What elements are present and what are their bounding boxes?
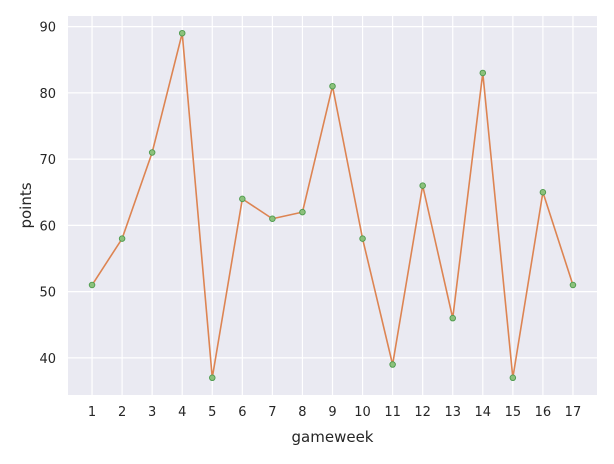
data-point	[299, 208, 306, 216]
x-axis-label: gameweek	[292, 428, 374, 446]
x-tick-label: 4	[178, 405, 186, 420]
y-tick-label: 70	[39, 153, 56, 168]
x-tick-label: 12	[414, 405, 431, 420]
data-point	[209, 374, 216, 382]
x-tick-label: 2	[118, 405, 126, 420]
data-point	[178, 29, 186, 37]
data-point	[239, 195, 246, 203]
data-point	[479, 69, 487, 77]
x-tick-label: 16	[535, 405, 552, 420]
grid-lines	[68, 16, 597, 395]
data-points	[88, 29, 577, 382]
x-tick-label: 13	[444, 405, 461, 420]
data-point	[509, 374, 517, 382]
x-axis-ticks: 1 2 3 4 5 6 7 8 9 10 11 12 13 14 15 16 17	[88, 405, 581, 420]
x-tick-label: 7	[268, 405, 276, 420]
x-tick-label: 17	[565, 405, 582, 420]
data-point	[389, 361, 396, 368]
data-point	[88, 281, 96, 289]
y-tick-label: 40	[39, 352, 56, 367]
y-tick-label: 60	[39, 219, 56, 234]
data-point	[269, 215, 276, 223]
y-axis-label: points	[17, 182, 35, 228]
data-point	[118, 235, 126, 242]
x-tick-label: 1	[88, 405, 96, 420]
x-tick-label: 14	[475, 405, 492, 420]
data-point	[449, 314, 456, 322]
x-tick-label: 3	[148, 405, 156, 420]
x-tick-label: 15	[505, 405, 522, 420]
data-point	[539, 188, 547, 196]
y-tick-label: 50	[39, 286, 56, 301]
x-tick-label: 11	[384, 405, 401, 420]
y-tick-label: 80	[39, 87, 56, 102]
x-tick-label: 6	[238, 405, 246, 420]
x-tick-label: 5	[208, 405, 216, 420]
data-point	[569, 281, 577, 289]
data-point	[148, 149, 156, 156]
data-point	[419, 182, 426, 189]
data-point	[329, 82, 336, 90]
x-tick-label: 9	[328, 405, 336, 420]
x-tick-label: 10	[354, 405, 371, 420]
y-axis-ticks: 40 50 60 70 80 90	[39, 21, 56, 367]
y-tick-label: 90	[39, 21, 56, 36]
x-tick-label: 8	[298, 405, 306, 420]
data-point	[359, 235, 366, 242]
